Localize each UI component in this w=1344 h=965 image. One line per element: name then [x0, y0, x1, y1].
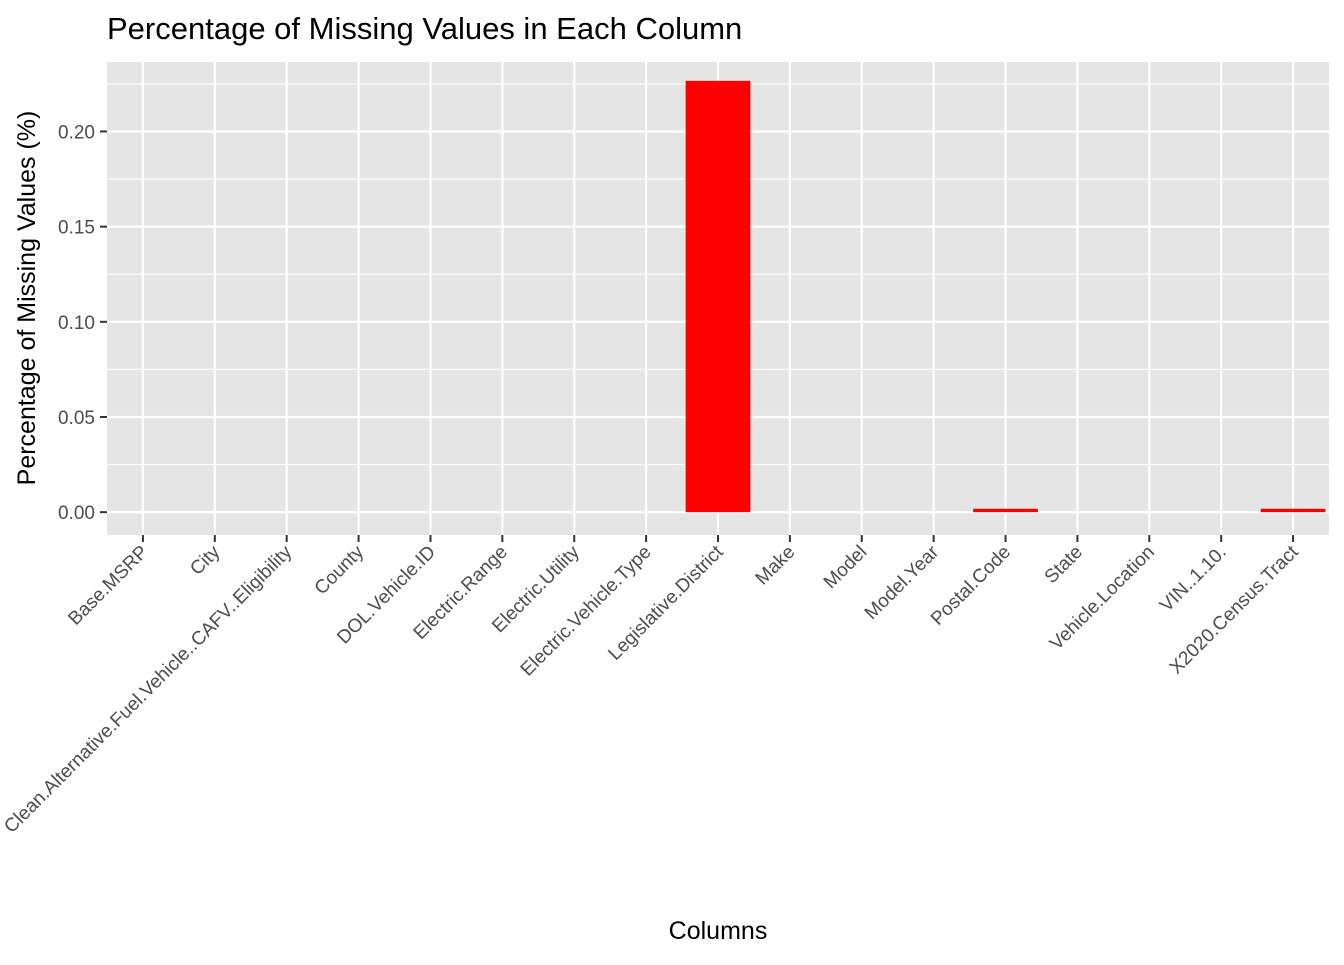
y-tick-label: 0.00	[58, 503, 95, 524]
x-tick-label: Model	[820, 542, 871, 593]
chart-title: Percentage of Missing Values in Each Col…	[107, 11, 742, 46]
bars	[685, 80, 1326, 513]
x-axis-label: Columns	[669, 917, 768, 945]
x-tick-label: City	[186, 541, 224, 579]
x-tick-label: Make	[752, 542, 800, 590]
y-axis: 0.00 0.05 0.10 0.15 0.20	[58, 122, 107, 524]
x-tick-label: Electric.Vehicle.Type	[517, 542, 656, 681]
y-tick-label: 0.20	[58, 122, 95, 143]
x-tick-label: County	[311, 541, 369, 599]
y-tick-label: 0.05	[58, 408, 95, 429]
x-tick-label: Clean.Alternative.Fuel.Vehicle..CAFV..El…	[0, 541, 296, 837]
bar	[1260, 508, 1326, 513]
x-tick-label: Base.MSRP	[64, 542, 152, 630]
y-axis-label: Percentage of Missing Values (%)	[13, 111, 41, 486]
y-tick-label: 0.15	[58, 218, 95, 239]
y-tick-label: 0.10	[58, 313, 95, 334]
x-tick-label: State	[1041, 542, 1087, 588]
x-tick-label: VIN..1.10.	[1156, 542, 1231, 617]
bar	[973, 508, 1038, 513]
bar	[685, 80, 751, 513]
x-axis: Base.MSRP CityClean.Alternative.Fuel.Vehi…	[0, 535, 1303, 838]
x-tick-label: X2020.Census.Tract	[1166, 541, 1303, 678]
